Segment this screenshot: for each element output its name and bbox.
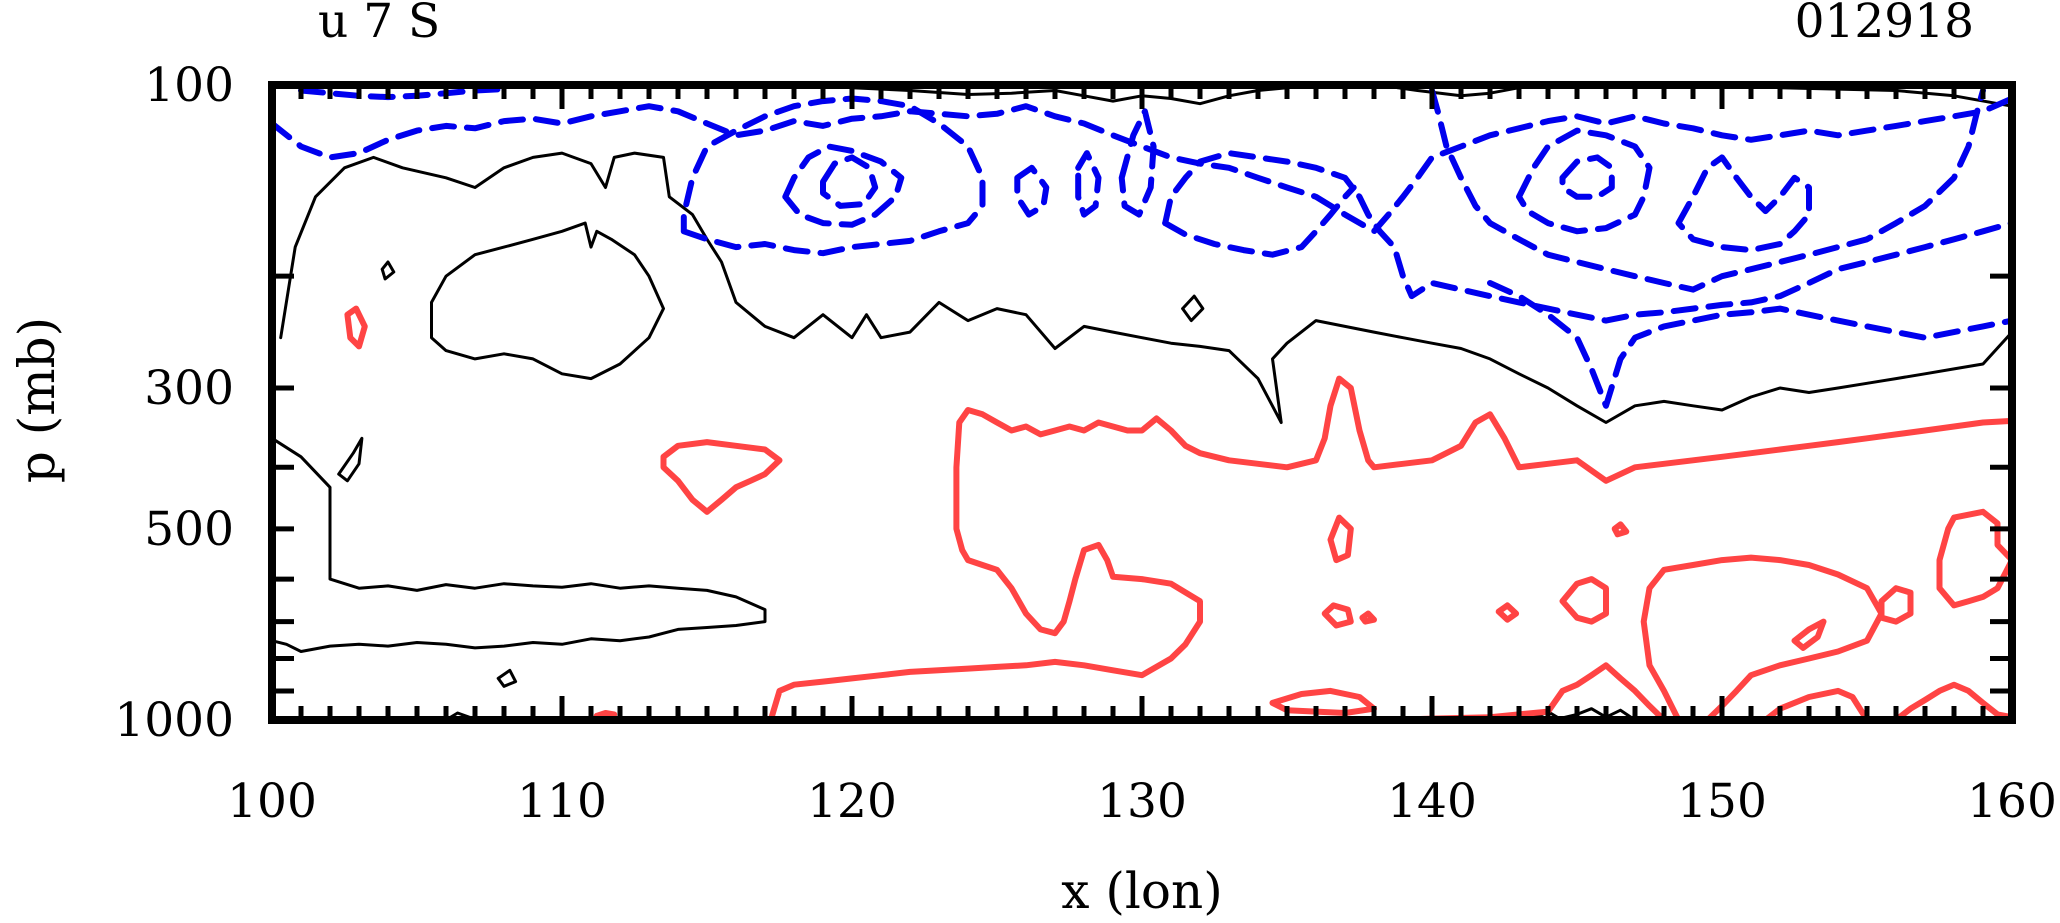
y-tick-label: 500 bbox=[144, 502, 234, 557]
x-tick-label: 130 bbox=[1097, 774, 1187, 829]
contour-zero-5 bbox=[270, 436, 767, 653]
x-tick-label: 140 bbox=[1387, 774, 1477, 829]
x-axis-label: x (lon) bbox=[1061, 862, 1222, 920]
x-tick-label: 100 bbox=[227, 774, 317, 829]
y-tick-label: 1000 bbox=[114, 693, 234, 748]
contour-zero-0 bbox=[279, 151, 2014, 424]
y-tick-label: 100 bbox=[144, 58, 234, 113]
contour-positive-34 bbox=[1495, 602, 1520, 623]
contour-negative-16 bbox=[820, 154, 879, 209]
contour-positive-36 bbox=[1611, 521, 1630, 538]
contour-negative-23 bbox=[1516, 127, 1653, 235]
y-tick-label: 300 bbox=[144, 361, 234, 416]
contour-positive-28 bbox=[660, 439, 783, 515]
contour-negative-18 bbox=[1075, 150, 1102, 218]
y-axis-label: p (mb) bbox=[8, 317, 66, 483]
y-tick-labels: 100 300 500 1000 bbox=[114, 58, 234, 748]
contour-negative-24 bbox=[1559, 154, 1615, 200]
chart-title-left: u 7 S bbox=[318, 0, 440, 49]
chart-title-right: 012918 bbox=[1795, 0, 1974, 49]
contour-zero-8 bbox=[1181, 294, 1205, 323]
x-tick-labels: 100 110 120 130 140 150 160 bbox=[227, 774, 2057, 829]
contour-negative-14 bbox=[680, 95, 986, 257]
axis-ticks bbox=[272, 85, 2012, 720]
contour-zero-9 bbox=[496, 668, 518, 688]
contour-positive-33 bbox=[1359, 610, 1377, 625]
contour-negative-17 bbox=[1014, 164, 1050, 218]
contour-positive-38 bbox=[1640, 554, 1885, 723]
contour-negative-15 bbox=[782, 143, 905, 228]
contour-positive-27 bbox=[344, 305, 368, 350]
contour-positive-41 bbox=[1878, 585, 1914, 625]
contour-negative-12 bbox=[269, 95, 2015, 235]
contour-zero-6 bbox=[337, 436, 364, 483]
contour-negative-22 bbox=[1429, 87, 1986, 293]
x-tick-label: 120 bbox=[807, 774, 897, 829]
plot-frame bbox=[268, 81, 2016, 724]
contour-negative-26 bbox=[1487, 280, 2015, 409]
contour-positive-39 bbox=[1791, 618, 1827, 651]
contour-negative-13 bbox=[298, 86, 507, 101]
contour-positive-43 bbox=[1893, 681, 2015, 723]
contour-positive-42 bbox=[1936, 508, 2015, 609]
contour-positive-32 bbox=[1321, 602, 1354, 629]
contour-zero-7 bbox=[380, 260, 396, 281]
x-tick-label: 160 bbox=[1967, 774, 2057, 829]
contour-negative-20 bbox=[1162, 150, 2015, 324]
contour-zero-4 bbox=[430, 221, 665, 381]
contour-negative-21 bbox=[1162, 184, 1357, 258]
contour-positive-29 bbox=[767, 375, 2015, 723]
contour-zero-3 bbox=[850, 86, 1289, 106]
x-tick-label: 150 bbox=[1677, 774, 1767, 829]
contour-positive-31 bbox=[1327, 514, 1354, 564]
x-tick-label: 110 bbox=[517, 774, 607, 829]
contour-lines bbox=[269, 86, 2015, 723]
contour-negative-19 bbox=[1118, 108, 1157, 218]
contour-negative-25 bbox=[1675, 154, 1812, 254]
contour-positive-35 bbox=[1559, 576, 1609, 625]
